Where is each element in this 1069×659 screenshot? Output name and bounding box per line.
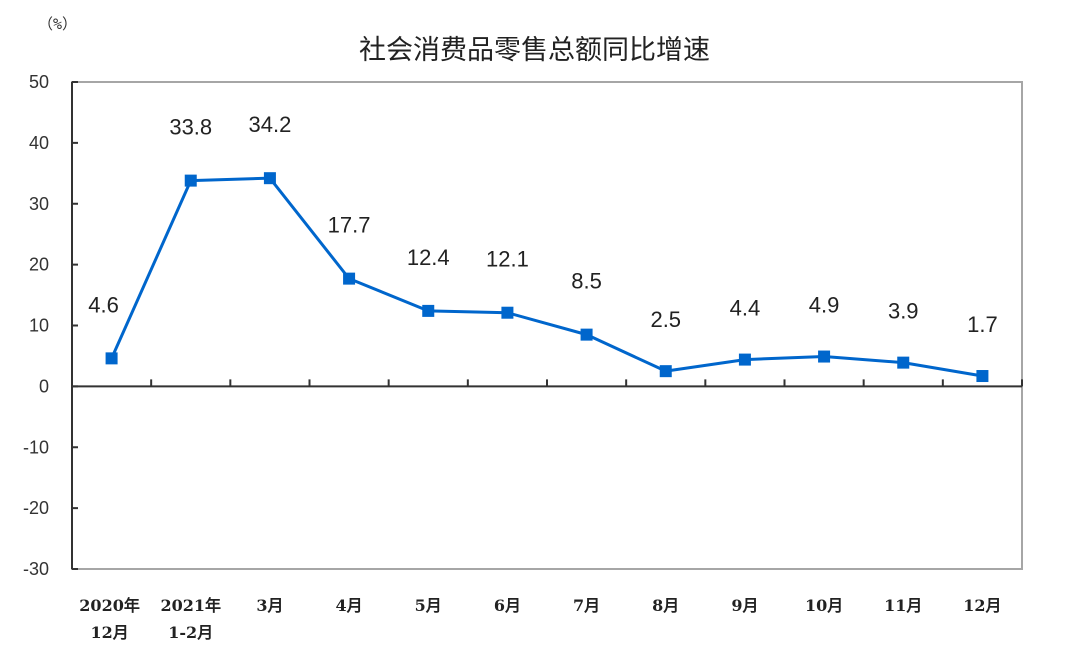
data-label: 8.5 [571, 269, 602, 294]
data-label: 17.7 [328, 213, 371, 238]
data-label: 2.5 [650, 307, 681, 332]
x-tick-label: 4月 [336, 596, 363, 615]
data-label: 1.7 [967, 312, 998, 337]
x-tick-label: 7月 [573, 596, 600, 615]
y-tick-label: 40 [29, 133, 49, 153]
data-label: 4.4 [730, 296, 761, 321]
y-axis: 50 40 30 20 10 0 -10 -20 -30 [23, 72, 78, 579]
data-label: 12.1 [486, 247, 529, 272]
x-tick-label: 2021年 [160, 596, 221, 615]
data-point-marker [818, 350, 831, 363]
data-point-marker [897, 356, 910, 369]
y-tick-label: -20 [23, 498, 49, 518]
x-tick-label: 1-2月 [168, 623, 213, 642]
y-tick-label: -30 [23, 559, 49, 579]
y-tick-label: 10 [29, 316, 49, 336]
x-tick-label: 11月 [884, 596, 922, 615]
x-tick-label: 9月 [731, 596, 758, 615]
y-tick-label: -10 [23, 437, 49, 457]
data-label: 33.8 [169, 115, 212, 140]
data-point-marker [105, 352, 118, 365]
data-label: 12.4 [407, 245, 450, 270]
x-tick-label: 12月 [90, 623, 128, 642]
data-series [105, 172, 989, 383]
data-point-marker [343, 272, 356, 285]
data-label: 3.9 [888, 299, 919, 324]
plot-area-frame [71, 81, 1023, 570]
y-tick-label: 50 [29, 72, 49, 92]
series-line [110, 176, 983, 378]
x-tick-label: 10月 [805, 596, 843, 615]
data-point-marker [184, 174, 197, 187]
data-point-marker [263, 172, 276, 185]
x-tick-label: 5月 [415, 596, 442, 615]
data-point-marker [659, 365, 672, 378]
y-tick-label: 0 [39, 376, 49, 396]
data-label: 4.6 [88, 292, 119, 317]
data-label: 4.9 [809, 293, 840, 318]
x-tick-label: 12月 [963, 596, 1001, 615]
plot-border [71, 81, 1023, 570]
chart-title-text: 社会消费品零售总额同比增速 [359, 35, 710, 66]
y-tick-label: 20 [29, 255, 49, 275]
data-labels: 4.6 33.8 34.2 17.7 12.4 12.1 8.5 2.5 4.4 4.9 3.9 1.… [88, 112, 997, 337]
data-point-marker [501, 306, 514, 319]
data-point-marker [580, 328, 593, 341]
x-tick-label: 8月 [652, 596, 679, 615]
data-point-marker [422, 304, 435, 317]
y-tick-label: 30 [29, 194, 49, 214]
chart-title: 社会消费品零售总额同比增速 [0, 28, 1069, 67]
data-point-marker [976, 370, 989, 383]
y-axis-unit-label: （%） [38, 15, 78, 33]
x-tick-label: 2020年 [79, 596, 140, 615]
data-point-marker [738, 353, 751, 366]
data-label: 34.2 [249, 112, 292, 137]
x-tick-label: 3月 [256, 596, 283, 615]
x-tick-label: 6月 [494, 596, 521, 615]
x-axis: 2020年 12月 2021年 1-2月 3月 4月 5月 6月 7月 8月 9月 10月 11月 12月 [72, 379, 1023, 642]
